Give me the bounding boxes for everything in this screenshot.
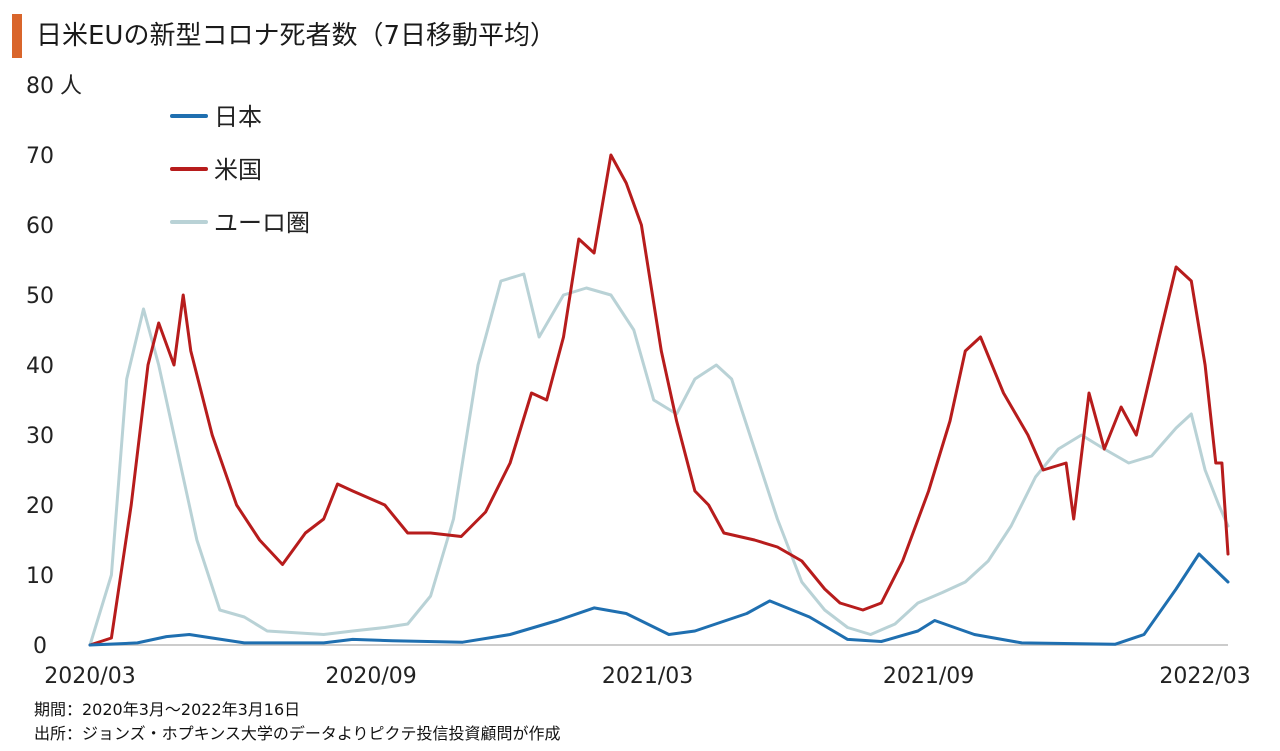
series-line-0 bbox=[88, 552, 1230, 647]
y-tick-label: 70 bbox=[26, 144, 54, 169]
x-tick-label: 2021/09 bbox=[883, 664, 974, 689]
y-unit-label: 人 bbox=[60, 74, 82, 99]
y-axis: 0 10 20 30 40 50 60 70 80 人 bbox=[26, 74, 82, 659]
legend-label: 日本 bbox=[214, 103, 262, 131]
title-accent-bar bbox=[12, 14, 22, 58]
y-tick-label: 20 bbox=[26, 494, 54, 519]
y-tick-label: 0 bbox=[33, 634, 47, 659]
series-line-2 bbox=[88, 272, 1230, 647]
y-tick-label: 60 bbox=[26, 214, 54, 239]
x-tick-label: 2020/03 bbox=[44, 664, 135, 689]
x-axis: 2020/03 2020/09 2021/03 2021/09 2022/03 bbox=[44, 644, 1251, 689]
y-tick-label: 50 bbox=[26, 284, 54, 309]
y-tick-label: 10 bbox=[26, 564, 54, 589]
chart-series bbox=[88, 153, 1230, 647]
x-tick-label: 2021/03 bbox=[602, 664, 693, 689]
y-tick-label: 30 bbox=[26, 424, 54, 449]
x-tick-label: 2020/09 bbox=[325, 664, 416, 689]
legend-label: ユーロ圏 bbox=[214, 209, 310, 237]
y-tick-label: 80 bbox=[26, 74, 54, 99]
source-note: 出所：ジョンズ・ホプキンス大学のデータよりピクテ投信投資顧問が作成 bbox=[34, 724, 561, 743]
series-line-1 bbox=[88, 153, 1230, 647]
y-tick-label: 40 bbox=[26, 354, 54, 379]
chart-title: 日米EUの新型コロナ死者数（7日移動平均） bbox=[36, 21, 557, 51]
x-tick-label: 2022/03 bbox=[1159, 664, 1250, 689]
period-note: 期間：2020年3月～2022年3月16日 bbox=[34, 700, 301, 719]
legend-label: 米国 bbox=[214, 156, 262, 184]
